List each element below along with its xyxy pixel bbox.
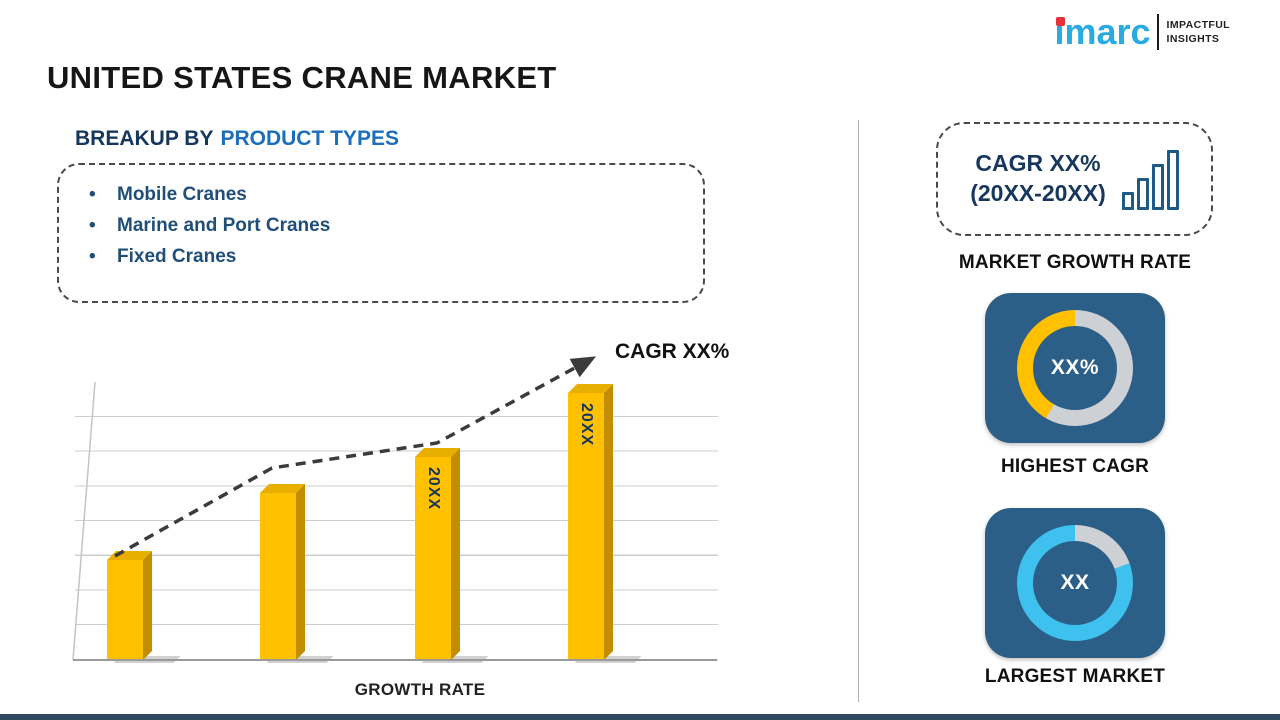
highest-cagr-donut-chart: XX% xyxy=(1017,310,1133,426)
logo-tagline: IMPACTFUL INSIGHTS xyxy=(1167,18,1230,46)
logo-tagline-line2: INSIGHTS xyxy=(1166,33,1220,45)
donut-center: XX xyxy=(1033,541,1117,625)
imarc-logo: imarc IMPACTFUL INSIGHTS xyxy=(1054,14,1230,50)
list-item: Fixed Cranes xyxy=(89,241,703,272)
list-item: Mobile Cranes xyxy=(89,179,703,210)
chart-bar-3: 20XX xyxy=(415,457,451,660)
bar-label: 20XX xyxy=(425,467,442,511)
section-heading: BREAKUP BY PRODUCT TYPES xyxy=(75,127,399,151)
cagr-box-line1: CAGR XX% xyxy=(975,150,1101,177)
logo-tagline-line1: IMPACTFUL xyxy=(1166,18,1230,31)
logo-divider xyxy=(1156,14,1159,50)
chart-gridlines xyxy=(75,382,718,660)
list-item: Marine and Port Cranes xyxy=(89,210,703,241)
cagr-dashed-box: CAGR XX% (20XX-20XX) xyxy=(936,122,1213,236)
page-title: UNITED STATES CRANE MARKET xyxy=(47,60,557,95)
list-item-label: Mobile Cranes xyxy=(117,184,247,205)
chart-x-axis-label: GROWTH RATE xyxy=(354,680,486,699)
highest-cagr-label: HIGHEST CAGR xyxy=(1000,456,1150,477)
list-item-label: Marine and Port Cranes xyxy=(117,215,331,236)
growth-rate-chart: 20XX 20XX xyxy=(65,340,720,665)
chart-cagr-annotation: CAGR XX% xyxy=(615,340,730,363)
largest-market-donut-chart: XX xyxy=(1017,525,1133,641)
imarc-wordmark: imarc xyxy=(1054,14,1150,50)
cagr-box-line2: (20XX-20XX) xyxy=(970,180,1106,206)
growth-bars-icon xyxy=(1121,148,1179,210)
donut-center: XX% xyxy=(1033,326,1117,410)
product-types-box: Mobile Cranes Marine and Port Cranes Fix… xyxy=(57,163,705,303)
chart-bar-1 xyxy=(107,560,143,660)
imarc-wordmark-text: imarc xyxy=(1054,11,1151,52)
logo-red-dot-icon xyxy=(1056,17,1066,26)
highest-cagr-value: XX% xyxy=(1050,356,1100,379)
largest-market-value: XX xyxy=(1060,571,1090,594)
bar-label: 20XX xyxy=(578,403,595,447)
highest-cagr-card: XX% xyxy=(985,293,1165,443)
largest-market-label: LARGEST MARKET xyxy=(984,666,1166,687)
largest-market-card: XX xyxy=(985,508,1165,658)
bottom-accent-bar xyxy=(0,714,1280,720)
chart-bar-4: 20XX xyxy=(568,393,604,660)
chart-bar-2 xyxy=(260,493,296,660)
section-heading-highlight: PRODUCT TYPES xyxy=(220,127,399,150)
market-growth-rate-label: MARKET GROWTH RATE xyxy=(958,252,1192,273)
section-heading-prefix: BREAKUP BY xyxy=(75,127,214,150)
vertical-divider xyxy=(858,120,859,702)
product-types-list: Mobile Cranes Marine and Port Cranes Fix… xyxy=(59,179,703,272)
list-item-label: Fixed Cranes xyxy=(117,246,237,267)
cagr-box-text: CAGR XX% (20XX-20XX) xyxy=(970,149,1106,209)
